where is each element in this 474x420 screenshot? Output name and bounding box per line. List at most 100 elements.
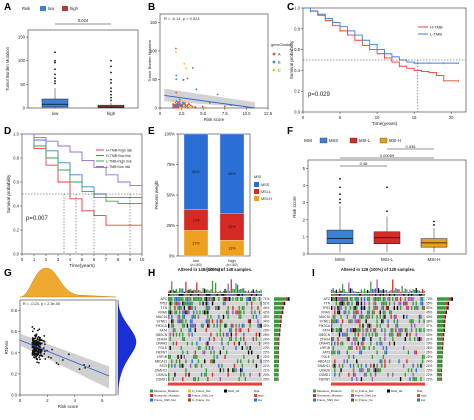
panel-i-mutation-cell (395, 328, 396, 332)
panel-i-mutation-cell (370, 337, 371, 341)
panel-i-mutation-cell (331, 297, 332, 301)
panel-d-legend-label: H-TMB+low risk (106, 154, 131, 158)
panel-i-sample-strip (408, 294, 410, 296)
panel-i-mutation-cell (395, 297, 396, 301)
panel-h-mutation-cell (209, 319, 210, 323)
panel-h-mutation-cell (177, 297, 178, 301)
panel-f-pvalue: 0.00059 (380, 153, 395, 158)
panel-i-legend-swatch (313, 399, 316, 402)
panel-b-point (178, 105, 180, 107)
panel-h-percent-label: 42% (263, 311, 270, 315)
panel-i-sample-strip (337, 294, 339, 296)
panel-h-mutation-cell (259, 333, 260, 337)
panel-i-mutation-cell (376, 315, 377, 319)
panel-i-sample-strip (361, 294, 363, 296)
panel-i-mutation-cell (403, 346, 404, 350)
panel-h-risk-legend-swatch (254, 399, 257, 402)
panel-g-point (33, 343, 35, 345)
panel-h-mutation-cell (179, 301, 180, 305)
panel-h-mutation-cell (249, 297, 250, 301)
panel-h-mutation-cell (182, 350, 183, 354)
panel-h-mutation-cell (253, 359, 254, 363)
panel-h-mutation-cell (209, 297, 210, 301)
panel-h-mutation-cell (223, 368, 224, 372)
panel-h-mutation-cell (206, 328, 207, 332)
panel-h-mutation-cell (192, 359, 193, 363)
panel-letter-g: G (4, 268, 12, 279)
panel-h-mutation-cell (190, 306, 191, 310)
panel-i-gene-bar (437, 324, 443, 327)
panel-i-tmb-bar (362, 291, 363, 293)
panel-i-gene-bar (441, 369, 442, 372)
panel-h-mutation-cell (235, 310, 236, 314)
panel-h-mutation-cell (198, 359, 199, 363)
panel-h-tmb-bar (226, 291, 227, 293)
panel-i-mutation-cell (339, 350, 340, 354)
panel-i-mutation-cell (372, 315, 373, 319)
panel-i-mutation-cell (359, 315, 360, 319)
panel-g-xtick-label: 4 (74, 398, 77, 403)
panel-h-gene-label: APC (160, 297, 167, 301)
panel-h-mutation-cell (226, 297, 227, 301)
panel-i-sample-strip (403, 294, 405, 296)
panel-i-legend-swatch (387, 390, 390, 393)
panel-i-sample-strip (423, 294, 425, 296)
panel-i-risk-bar (331, 383, 425, 386)
panel-i-tmb-bar (392, 280, 393, 293)
panel-i-tmb-bar (395, 288, 396, 293)
panel-e-ytick-label: 0% (169, 254, 175, 259)
panel-i-mutation-cell (331, 319, 332, 323)
panel-h-mutation-cell (174, 373, 175, 377)
panel-i-mutation-cell (340, 301, 341, 305)
panel-h-gene-label: FAT4 (160, 328, 168, 332)
panel-h-legend-label: Missense_Mutation (154, 389, 179, 393)
panel-a-category-label: low (52, 111, 59, 116)
panel-h-gene-bar (274, 297, 286, 300)
panel-h-mutation-cell (181, 319, 182, 323)
panel-e-ytick-label: 75% (167, 162, 176, 167)
panel-i-tmb-bar (412, 289, 413, 293)
panel-h-mutation-cell (260, 359, 261, 363)
panel-h-risk-bar (168, 383, 262, 386)
panel-i-mutation-cell (369, 315, 370, 319)
panel-h-mutation-cell (173, 342, 174, 346)
panel-i-sample-strip (394, 294, 396, 296)
panel-i-gene-label: DNAH11 (318, 364, 331, 368)
panel-h-tmb-bar (239, 290, 240, 293)
panel-c-ytick-label: 0.4 (294, 68, 300, 73)
panel-h-mutation-cell (185, 373, 186, 377)
panel-h-sample-strip (176, 294, 178, 296)
panel-h-sample-strip (220, 294, 222, 296)
panel-i-mutation-cell (386, 346, 387, 350)
panel-h-mutation-cell (209, 324, 210, 328)
panel-c-xtick-label: 5 (339, 115, 342, 120)
panel-a-outlier (54, 62, 56, 64)
panel-i-mutation-cell (412, 377, 413, 381)
panel-h-row-bg (168, 346, 262, 350)
panel-i-row-bg (331, 364, 425, 368)
panel-i-tmb-bar (350, 288, 351, 293)
panel-a-outlier (54, 83, 56, 85)
panel-i-mutation-cell (339, 306, 340, 310)
panel-h-gene-bar (278, 346, 279, 349)
panel-h-percent-label: 28% (263, 333, 270, 337)
panel-h-sample-strip (226, 294, 228, 296)
panel-d-xtick-label: 1 (33, 257, 36, 262)
panel-g-point (51, 349, 53, 351)
panel-f-outlier (433, 221, 435, 223)
panel-h-gene-bar (274, 377, 277, 380)
panel-i-mutation-cell (367, 328, 368, 332)
panel-h-gene-bar (278, 360, 279, 363)
panel-h-mutation-cell (171, 359, 172, 363)
panel-i-mutation-cell (337, 297, 338, 301)
panel-h-row-bg (168, 342, 262, 346)
panel-h-mutation-cell (198, 297, 199, 301)
panel-h-mutation-cell (174, 328, 175, 332)
panel-b-point (187, 78, 189, 80)
panel-h-gene-bar (279, 328, 280, 331)
panel-i-mutation-cell (344, 333, 345, 337)
panel-a-outlier (54, 80, 56, 82)
panel-h-tmb-bar (212, 281, 213, 293)
panel-h-mutation-cell (243, 310, 244, 314)
panel-h-gene-bar (274, 342, 278, 345)
